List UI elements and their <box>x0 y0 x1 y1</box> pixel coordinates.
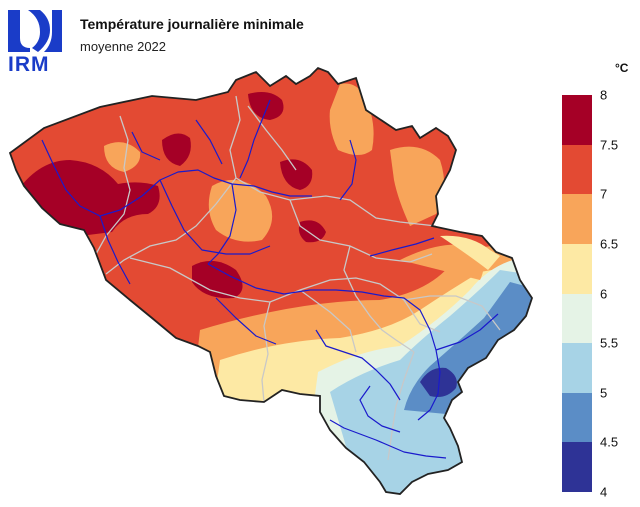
belgium-temperature-map <box>9 67 533 495</box>
legend-swatch <box>562 442 592 492</box>
province-borders <box>95 95 501 461</box>
legend-swatch <box>562 293 592 344</box>
irm-logo-icon <box>8 10 62 52</box>
legend-label: 4.5 <box>600 434 619 450</box>
irm-logo: IRM <box>6 8 62 76</box>
legend-label: 6 <box>600 286 608 301</box>
legend-label: 8 <box>600 87 608 103</box>
legend-label: 5.5 <box>600 335 619 351</box>
legend-unit: °C <box>615 61 629 75</box>
legend-label: 6.5 <box>600 236 619 252</box>
legend-swatch <box>562 392 592 443</box>
legend-swatch <box>562 243 592 294</box>
legend-swatch <box>562 194 592 244</box>
legend-label: 7.5 <box>600 137 619 153</box>
legend-swatch <box>562 144 592 195</box>
legend-swatch <box>562 343 592 393</box>
logo-text: IRM <box>8 53 50 76</box>
legend-label: 7 <box>600 186 608 202</box>
map-subtitle: moyenne 2022 <box>80 39 167 54</box>
color-legend: 8 7.5 7 6.5 6 5.5 5 4.5 4 <box>562 88 618 500</box>
map-title: Température journalière minimale <box>80 16 304 32</box>
rivers <box>41 99 499 459</box>
temperature-fields <box>10 68 532 494</box>
legend-label: 5 <box>600 385 608 401</box>
legend-label: 4 <box>600 484 608 500</box>
legend-swatch <box>562 95 592 145</box>
